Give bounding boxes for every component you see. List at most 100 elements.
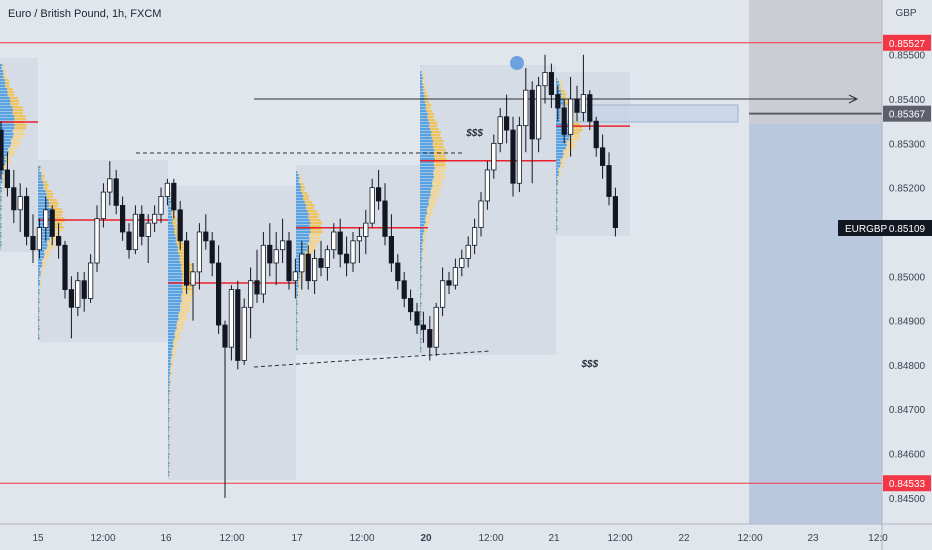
profile-bar-sell: [180, 303, 191, 306]
profile-bar-sell: [169, 384, 171, 387]
profile-bar-buy: [168, 381, 171, 384]
profile-bar-buy: [296, 342, 297, 345]
profile-bar-sell: [422, 257, 425, 260]
profile-bar-buy: [38, 334, 40, 337]
profile-bar-buy: [0, 76, 4, 79]
profile-bar-sell: [180, 306, 190, 309]
candle-up: [279, 240, 286, 251]
profile-bar-buy: [420, 89, 423, 92]
profile-bar-sell: [433, 170, 445, 173]
profile-bar-buy: [420, 296, 422, 299]
profile-bar-sell: [433, 161, 446, 164]
profile-bar-sell: [298, 294, 300, 297]
profile-bar-buy: [38, 322, 39, 325]
profile-bar-sell: [303, 198, 309, 201]
profile-bar-buy: [296, 327, 297, 330]
candle-down: [120, 204, 126, 233]
profile-bar-buy: [0, 205, 2, 208]
profile-bar-buy: [38, 190, 46, 193]
profile-bar-buy: [0, 241, 2, 244]
profile-bar-buy: [420, 293, 422, 296]
profile-bar-buy: [420, 200, 429, 203]
profile-bar-sell: [421, 284, 424, 287]
profile-bar-sell: [173, 342, 178, 345]
candle-up: [350, 240, 356, 264]
profile-bar-buy: [296, 264, 302, 267]
profile-bar-sell: [297, 330, 300, 333]
profile-bar-buy: [168, 291, 183, 294]
candle-down: [503, 116, 510, 131]
x-tick-label: 12:00: [349, 533, 374, 544]
profile-bar-sell: [421, 341, 423, 344]
profile-bar-sell: [174, 336, 181, 339]
profile-bar-sell: [297, 348, 299, 351]
profile-bar-sell: [169, 474, 171, 477]
profile-bar-buy: [556, 186, 557, 189]
profile-bar-sell: [557, 216, 559, 219]
profile-bar-buy: [38, 241, 48, 244]
profile-bar-buy: [168, 222, 173, 225]
profile-bar-buy: [168, 435, 170, 438]
candle-up: [491, 142, 497, 171]
profile-bar-buy: [296, 345, 297, 348]
profile-bar-sell: [300, 186, 306, 189]
profile-bar-buy: [38, 229, 52, 232]
profile-bar-sell: [309, 240, 321, 243]
profile-bar-sell: [3, 166, 6, 169]
profile-bar-buy: [420, 197, 430, 200]
profile-bar-buy: [168, 462, 170, 465]
profile-bar-sell: [169, 195, 171, 198]
profile-bar-sell: [297, 303, 300, 306]
profile-bar-buy: [556, 180, 558, 183]
profile-bar-buy: [38, 280, 40, 283]
profile-bar-sell: [559, 84, 563, 87]
profile-bar-buy: [296, 309, 298, 312]
profile-bar-sell: [169, 420, 170, 423]
profile-bar-sell: [171, 363, 175, 366]
profile-bar-sell: [1, 232, 3, 235]
profile-bar-sell: [178, 318, 188, 321]
profile-bar-sell: [421, 260, 423, 263]
profile-bar-sell: [421, 293, 424, 296]
candle-down: [318, 258, 324, 268]
profile-bar-sell: [421, 71, 423, 74]
candle-up: [356, 236, 363, 242]
profile-bar-buy: [296, 321, 298, 324]
profile-bar-sell: [421, 347, 423, 350]
profile-bar-sell: [169, 369, 172, 372]
profile-bar-buy: [420, 164, 435, 167]
profile-bar-buy: [168, 207, 172, 210]
profile-bar-buy: [168, 294, 182, 297]
profile-bar-sell: [303, 195, 310, 198]
profile-bar-sell: [12, 136, 24, 139]
profile-bar-sell: [3, 70, 7, 73]
profile-bar-sell: [47, 241, 55, 244]
profile-bar-buy: [420, 188, 432, 191]
candle-down: [388, 236, 395, 264]
profile-bar-buy: [556, 213, 557, 216]
profile-bar-buy: [168, 447, 170, 450]
profile-bar-buy: [296, 270, 300, 273]
candle-up: [260, 244, 267, 295]
profile-bar-buy: [556, 198, 558, 201]
profile-bar-buy: [0, 85, 6, 88]
profile-bar-buy: [420, 206, 428, 209]
profile-bar-sell: [8, 148, 15, 151]
profile-bar-sell: [174, 228, 180, 231]
profile-bar-sell: [558, 171, 562, 174]
profile-bar-sell: [171, 213, 174, 216]
profile-bar-buy: [38, 313, 39, 316]
upper-zone: [749, 0, 882, 124]
profile-bar-buy: [556, 210, 558, 213]
profile-bar-sell: [50, 235, 61, 238]
profile-bar-sell: [302, 192, 308, 195]
x-tick-label: 15: [32, 533, 44, 544]
profile-bar-sell: [170, 204, 173, 207]
profile-bar-sell: [178, 252, 188, 255]
profile-bar-buy: [420, 329, 422, 332]
profile-bar-sell: [426, 104, 432, 107]
profile-bar-sell: [41, 178, 44, 181]
profile-bar-buy: [168, 249, 178, 252]
x-tick-label: 17: [291, 533, 303, 544]
